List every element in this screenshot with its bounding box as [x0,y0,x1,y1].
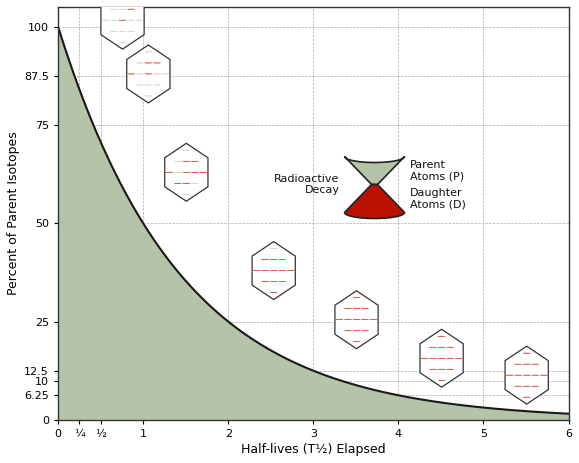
X-axis label: Half-lives (T½) Elapsed: Half-lives (T½) Elapsed [241,443,386,456]
Polygon shape [164,144,208,201]
Text: Radioactive
Decay: Radioactive Decay [274,174,339,195]
Polygon shape [345,156,405,184]
Polygon shape [101,0,144,49]
Polygon shape [345,184,405,219]
Polygon shape [127,45,170,103]
Text: Parent
Atoms (P): Parent Atoms (P) [409,160,464,181]
Polygon shape [420,329,463,387]
Polygon shape [335,291,378,349]
Polygon shape [252,242,295,300]
Polygon shape [505,346,548,404]
Text: Daughter
Atoms (D): Daughter Atoms (D) [409,188,466,209]
Y-axis label: Percent of Parent Isotopes: Percent of Parent Isotopes [7,131,20,295]
